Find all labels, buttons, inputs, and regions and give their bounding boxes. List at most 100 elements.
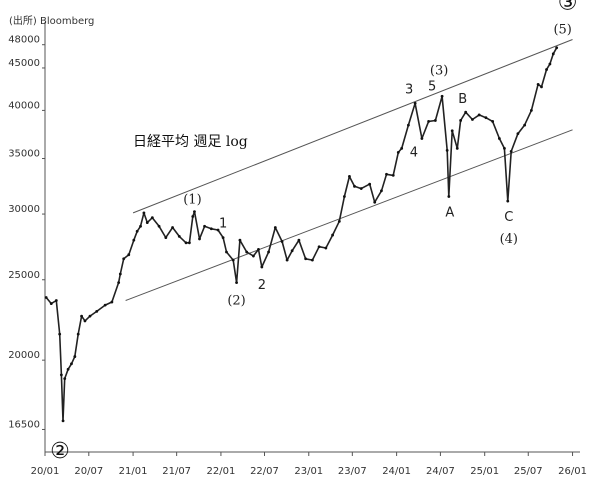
data-point (49, 302, 53, 305)
data-point (396, 150, 400, 154)
data-point (353, 184, 356, 188)
x-tick-label: 24/07 (426, 466, 455, 477)
data-point (540, 85, 543, 89)
data-point (44, 296, 48, 299)
data-point (70, 362, 73, 366)
data-point (331, 233, 334, 237)
data-point (73, 355, 77, 358)
data-point (407, 123, 410, 127)
wave-label: 2 (258, 278, 266, 293)
data-point (216, 228, 220, 232)
data-point (63, 377, 67, 381)
data-point (235, 281, 238, 285)
data-point (548, 62, 552, 66)
x-tick-label: 21/01 (119, 466, 148, 477)
data-point (61, 419, 65, 423)
data-point (238, 238, 242, 242)
x-axis-ticks: 20/01 20/07 21/01 21/07 22/01 22/07 23/01 23/07… (31, 452, 587, 477)
data-point (171, 226, 174, 229)
data-point (145, 221, 149, 224)
data-point (83, 319, 87, 323)
data-point (127, 253, 131, 257)
data-point (506, 199, 510, 203)
data-point (368, 182, 372, 186)
data-point (193, 210, 196, 214)
wave-label: C (504, 210, 513, 225)
data-point (117, 281, 121, 285)
data-point (440, 94, 444, 98)
data-point (58, 332, 62, 336)
data-point (157, 224, 161, 228)
data-point (304, 257, 308, 261)
data-point (187, 241, 191, 245)
data-point (509, 149, 513, 153)
data-point (413, 101, 417, 105)
data-point (529, 109, 533, 112)
data-point (433, 119, 437, 122)
chart-source: (出所) Bloomberg (9, 14, 94, 27)
data-point (59, 373, 63, 377)
wave-label: ② (50, 439, 70, 464)
x-tick-label: 26/01 (558, 466, 587, 477)
data-point (184, 241, 188, 245)
wave-label: B (458, 92, 467, 107)
data-point (198, 237, 201, 241)
y-tick-label: 35000 (8, 149, 40, 160)
data-point (450, 129, 454, 133)
data-point (257, 247, 260, 251)
data-point (471, 118, 474, 121)
data-point (139, 224, 142, 228)
data-point (122, 257, 126, 261)
data-point (324, 246, 328, 250)
data-point (245, 250, 249, 254)
x-tick-label: 21/07 (162, 466, 191, 477)
data-point (536, 82, 540, 86)
data-point (118, 272, 122, 276)
data-point (88, 314, 92, 318)
data-point (551, 52, 555, 56)
data-point (385, 172, 388, 176)
x-tick-label: 25/01 (470, 466, 499, 477)
data-point (252, 254, 255, 258)
data-point (260, 265, 264, 269)
axes (44, 22, 580, 453)
data-point (373, 200, 377, 204)
wave-label: 1 (219, 217, 227, 232)
wave-label: 4 (410, 145, 418, 160)
wave-label: 3 (405, 82, 413, 97)
y-tick-label: 48000 (8, 35, 40, 46)
x-tick-label: 24/01 (382, 466, 411, 477)
data-point (516, 132, 520, 136)
data-point (477, 113, 481, 117)
x-tick-label: 23/07 (338, 466, 367, 477)
x-tick-label: 25/07 (514, 466, 543, 477)
series-line (45, 47, 558, 422)
data-point (359, 187, 363, 190)
data-point (317, 245, 321, 249)
data-point (150, 216, 154, 220)
data-point (491, 119, 495, 123)
data-point (455, 146, 459, 150)
data-point (555, 46, 559, 50)
y-tick-label: 45000 (8, 58, 40, 69)
data-point (285, 258, 289, 262)
wave-annotations: (1) 1 (2) 2 3 (3)5 4 A B C (4) (5) ③ ② (50, 0, 577, 464)
data-point (191, 215, 195, 218)
data-point (310, 258, 314, 262)
data-point (54, 299, 58, 302)
data-point (225, 250, 228, 254)
wave-label: (5) (553, 23, 571, 38)
x-tick-label: 23/01 (294, 466, 323, 477)
data-point (337, 219, 341, 223)
x-tick-label: 22/01 (207, 466, 236, 477)
data-point (484, 116, 488, 120)
x-tick-label: 20/01 (31, 466, 60, 477)
data-point (95, 309, 99, 313)
data-point (273, 226, 277, 229)
data-point (380, 189, 383, 193)
data-point (523, 123, 527, 127)
data-point (66, 367, 70, 371)
data-point (221, 236, 225, 240)
data-point (103, 303, 107, 307)
